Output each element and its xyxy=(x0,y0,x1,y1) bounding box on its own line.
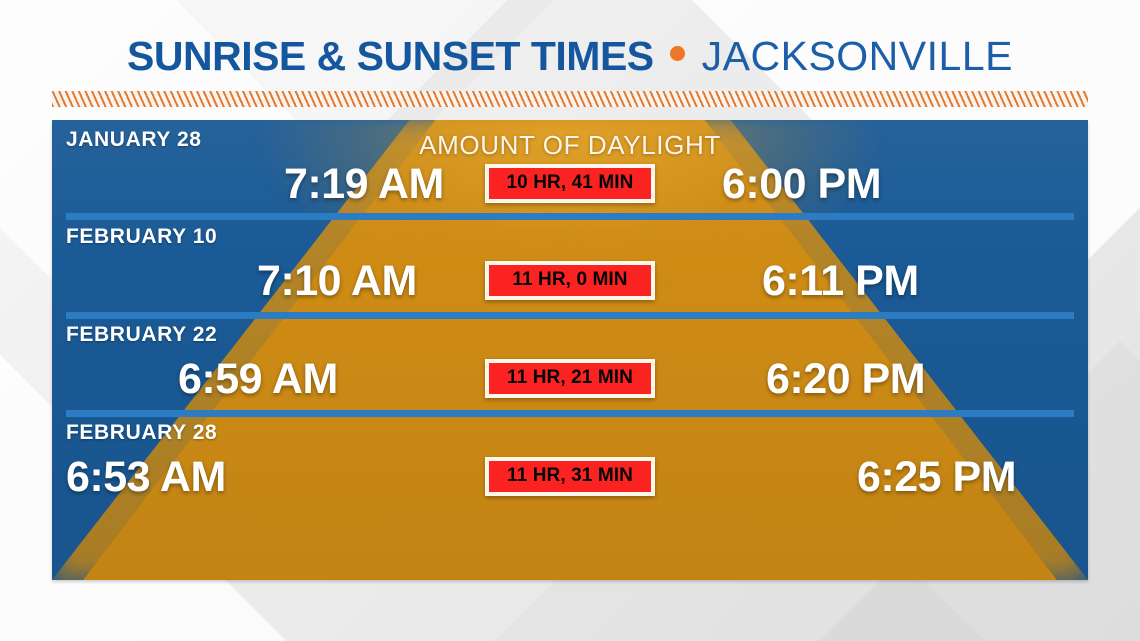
daylight-badge: 11 HR, 31 MIN xyxy=(485,457,655,496)
row-date: FEBRUARY 22 xyxy=(66,323,218,346)
daylight-badge-text: 11 HR, 0 MIN xyxy=(512,269,628,290)
row-divider xyxy=(66,410,1074,417)
table-row: FEBRUARY 22 6:59 AM 11 HR, 21 MIN 6:20 P… xyxy=(52,319,1088,417)
sunrise-time: 7:19 AM xyxy=(284,160,444,208)
sunrise-sunset-panel: AMOUNT OF DAYLIGHT JANUARY 28 7:19 AM 10… xyxy=(52,120,1088,580)
row-date: FEBRUARY 10 xyxy=(66,225,218,248)
page-title: SUNRISE & SUNSET TIMES JACKSONVILLE xyxy=(0,36,1140,77)
sunset-time: 6:11 PM xyxy=(762,257,919,305)
rows-container: AMOUNT OF DAYLIGHT JANUARY 28 7:19 AM 10… xyxy=(52,120,1088,580)
row-divider xyxy=(66,312,1074,319)
sunrise-time: 6:59 AM xyxy=(178,355,338,403)
bullet-dot-icon xyxy=(669,46,685,61)
hatch-divider xyxy=(52,91,1088,107)
daylight-badge-text: 11 HR, 21 MIN xyxy=(507,367,633,388)
title-location: JACKSONVILLE xyxy=(701,33,1013,79)
daylight-badge: 11 HR, 0 MIN xyxy=(485,261,655,300)
sunset-time: 6:25 PM xyxy=(857,453,1017,501)
table-row: FEBRUARY 10 7:10 AM 11 HR, 0 MIN 6:11 PM xyxy=(52,221,1088,319)
row-date: FEBRUARY 28 xyxy=(66,421,218,444)
daylight-badge: 10 HR, 41 MIN xyxy=(485,164,655,203)
sunset-time: 6:20 PM xyxy=(766,355,926,403)
row-divider xyxy=(66,213,1074,220)
sunrise-time: 6:53 AM xyxy=(66,453,226,501)
daylight-badge: 11 HR, 21 MIN xyxy=(485,359,655,398)
daylight-badge-text: 11 HR, 31 MIN xyxy=(507,465,633,486)
daylight-badge-text: 10 HR, 41 MIN xyxy=(506,172,634,193)
title-main: SUNRISE & SUNSET TIMES xyxy=(127,33,654,79)
row-date: JANUARY 28 xyxy=(66,128,202,151)
table-row: FEBRUARY 28 6:53 AM 11 HR, 31 MIN 6:25 P… xyxy=(52,417,1088,517)
table-row: JANUARY 28 7:19 AM 10 HR, 41 MIN 6:00 PM xyxy=(52,120,1088,221)
sunrise-time: 7:10 AM xyxy=(257,257,417,305)
sunset-time: 6:00 PM xyxy=(722,160,882,208)
